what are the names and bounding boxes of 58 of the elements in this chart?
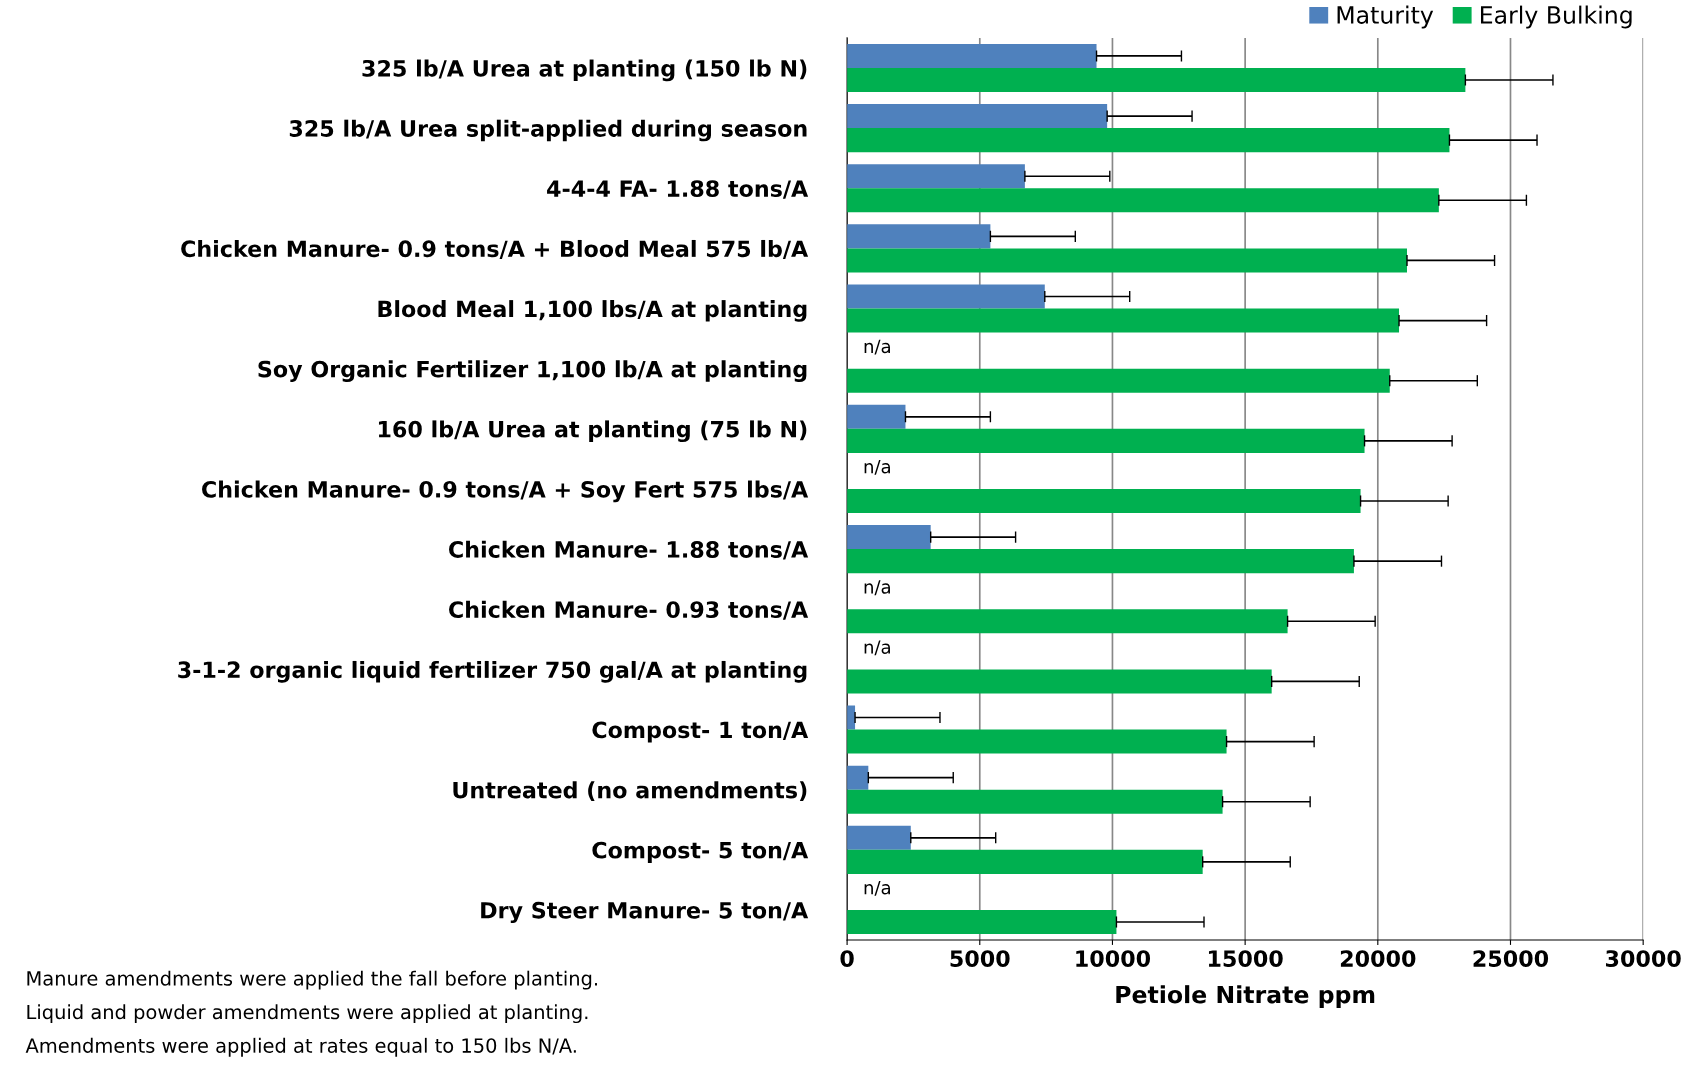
bar <box>847 549 1354 574</box>
bar <box>847 308 1400 333</box>
bar <box>847 729 1227 754</box>
bar <box>847 428 1365 453</box>
y-tick-label: Untreated (no amendments) <box>453 781 807 802</box>
bar <box>847 248 1407 273</box>
bar <box>847 909 1117 935</box>
text: Liquid and powder amendments were applied at planting. <box>27 1004 588 1024</box>
bar <box>847 43 1097 68</box>
bar <box>847 705 856 730</box>
x-tick-label: 30000 <box>1606 950 1681 967</box>
x-axis-title: Petiole Nitrate ppm <box>1116 985 1375 1009</box>
bar <box>847 669 1272 694</box>
x-tick-label: 20000 <box>1340 950 1416 967</box>
bar <box>847 368 1390 393</box>
bar <box>847 164 1025 189</box>
y-tick-label: 3-1-2 organic liquid fertilizer 750 gal/A at planting <box>178 660 807 683</box>
bar <box>847 488 1361 514</box>
y-tick-label: Chicken Manure- 1.88 tons/A <box>449 540 809 560</box>
bar <box>847 224 991 249</box>
y-tick-label: Chicken Manure- 0.9 tons/A + Blood Meal 575 lb/A <box>181 239 809 259</box>
x-tick-label: 0 <box>840 950 854 967</box>
y-tick-label: Soy Organic Fertilizer 1,100 lb/A at planting <box>258 360 807 382</box>
legend-label: Early Bulking <box>1481 5 1632 29</box>
text: n/a <box>864 339 890 355</box>
y-tick-label: Blood Meal 1,100 lbs/A at planting <box>378 300 807 322</box>
bar <box>847 789 1223 814</box>
y-tick-label: 325 lb/A Urea at planting (150 lb N) <box>362 59 807 82</box>
x-tick-label: 10000 <box>1076 950 1151 967</box>
bar <box>847 849 1203 874</box>
y-tick-label: 325 lb/A Urea split-applied during season <box>289 119 807 142</box>
x-tick-label: 5000 <box>950 950 1010 967</box>
bar <box>847 825 911 850</box>
bar <box>847 67 1466 93</box>
bar <box>847 128 1450 153</box>
text: Manure amendments were applied the fall before planting. <box>27 970 598 990</box>
text: n/a <box>864 460 890 475</box>
x-tick-label: 25000 <box>1473 950 1549 967</box>
text: Amendments were applied at rates equal to 150 lbs N/A. <box>25 1037 576 1057</box>
y-tick-label: Compost- 5 ton/A <box>592 841 809 863</box>
bar <box>847 609 1288 634</box>
y-tick-label: Chicken Manure- 0.93 tons/A <box>449 600 809 620</box>
bar <box>847 765 869 790</box>
x-tick-label: 15000 <box>1208 950 1283 967</box>
text: n/a <box>864 640 890 656</box>
y-tick-label: Dry Steer Manure- 5 ton/A <box>481 901 809 924</box>
bar <box>847 188 1439 213</box>
y-tick-label: 160 lb/A Urea at planting (75 lb N) <box>378 420 807 443</box>
y-tick-label: Chicken Manure- 0.9 tons/A + Soy Fert 575 lbs/A <box>202 480 809 503</box>
text: n/a <box>864 580 890 596</box>
y-tick-label: Compost- 1 ton/A <box>592 721 809 743</box>
bar <box>847 104 1108 129</box>
bar <box>847 525 931 550</box>
bar <box>847 404 906 429</box>
bar <box>847 284 1045 309</box>
legend-label: Maturity <box>1337 5 1434 29</box>
text: n/a <box>864 881 890 896</box>
y-tick-label: 4-4-4 FA- 1.88 tons/A <box>547 180 809 199</box>
